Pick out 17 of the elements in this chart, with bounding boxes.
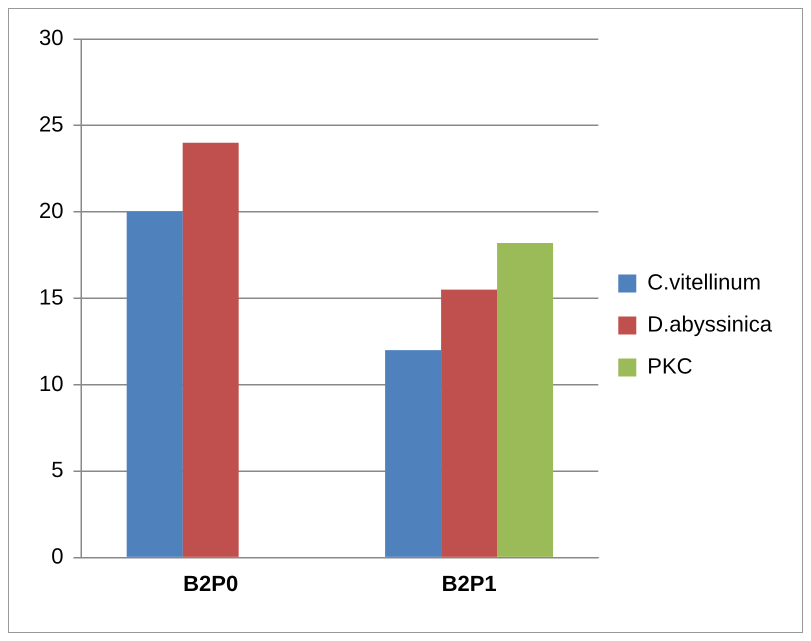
- y-tick-label: 0: [51, 544, 64, 569]
- x-tick-label: B2P1: [442, 570, 497, 596]
- y-tick-label: 30: [38, 25, 64, 50]
- y-tick-label: 25: [38, 111, 64, 136]
- bar: [126, 212, 183, 557]
- bar: [441, 290, 498, 557]
- y-tick-label: 20: [38, 198, 64, 223]
- bar: [385, 350, 442, 557]
- legend-label: C.vitellinum: [647, 270, 761, 295]
- y-tick-label: 15: [38, 284, 64, 310]
- bar: [497, 242, 554, 557]
- bar: [182, 142, 239, 557]
- legend-label: D.abyssinica: [647, 312, 773, 337]
- y-tick-label: 10: [38, 370, 64, 396]
- x-tick-label: B2P0: [183, 570, 238, 596]
- legend-label: PKC: [647, 354, 693, 379]
- y-tick-label: 5: [51, 457, 64, 482]
